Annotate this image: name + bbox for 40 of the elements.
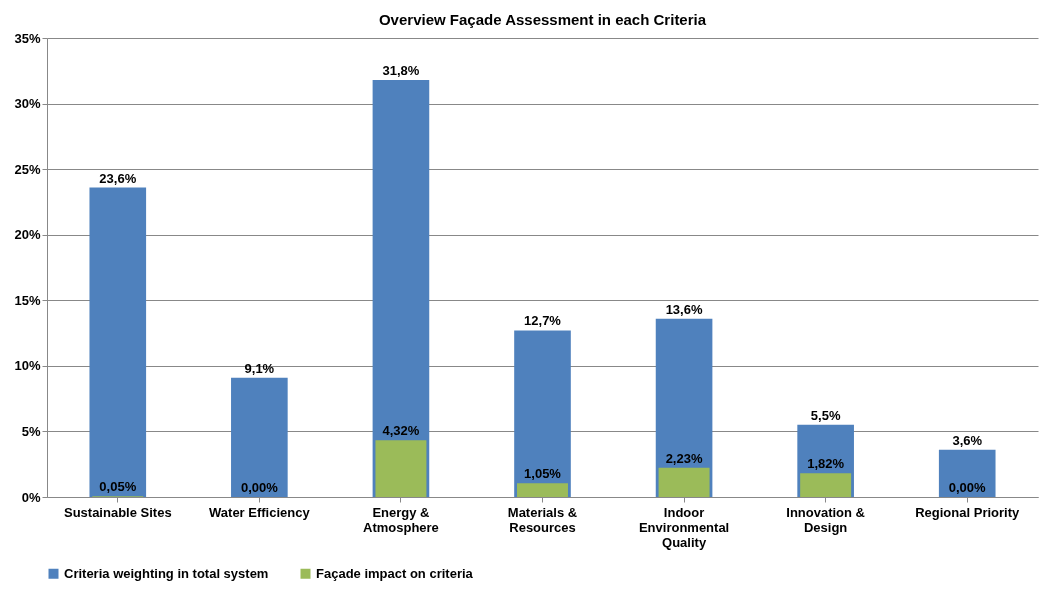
data-label: 12,7% — [524, 313, 562, 329]
x-tick-label: Energy & Atmosphere — [363, 504, 439, 535]
bar — [658, 467, 710, 497]
y-tick-label: 35% — [14, 30, 41, 46]
chart-title: Overview Façade Assessment in each Criteria — [378, 11, 707, 28]
data-label: 31,8% — [382, 62, 420, 78]
x-tick-label: Sustainable Sites — [63, 504, 172, 520]
y-tick-label: 0% — [21, 489, 41, 505]
data-label: 0,00% — [240, 480, 279, 495]
x-tick-label: Regional Priority — [915, 504, 1020, 520]
legend-label: Façade impact on criteria — [316, 565, 474, 581]
data-label: 9,1% — [244, 360, 275, 376]
x-tick-label: Water Efficiency — [209, 504, 311, 520]
x-tick-label: Indoor Environmental Quality — [638, 504, 730, 550]
data-label: 3,6% — [952, 432, 983, 448]
legend-label: Criteria weighting in total system — [64, 565, 269, 581]
data-label: 0,05% — [99, 479, 137, 495]
y-tick-label: 25% — [14, 161, 41, 177]
data-label: 4,32% — [382, 423, 420, 439]
bar — [231, 377, 288, 497]
data-label: 13,6% — [665, 301, 703, 317]
bar — [517, 483, 568, 497]
y-tick-label: 20% — [14, 227, 41, 243]
x-tick-label: Materials & Resources — [507, 504, 578, 535]
y-tick-label: 30% — [14, 96, 41, 112]
y-tick-label: 10% — [14, 358, 41, 374]
data-label: 23,6% — [99, 170, 137, 186]
data-label: 0,00% — [948, 480, 987, 495]
data-label: 2,23% — [665, 450, 703, 466]
y-tick-label: 5% — [21, 423, 41, 439]
bar — [800, 473, 852, 497]
bar — [375, 440, 427, 497]
x-tick-label: Innovation & Design — [786, 504, 865, 535]
bar — [938, 449, 996, 497]
data-label: 1,05% — [524, 466, 562, 482]
bar — [89, 187, 147, 497]
bar — [514, 330, 571, 497]
data-label: 1,82% — [807, 456, 845, 472]
data-label: 5,5% — [810, 407, 841, 423]
y-tick-label: 15% — [14, 292, 41, 308]
